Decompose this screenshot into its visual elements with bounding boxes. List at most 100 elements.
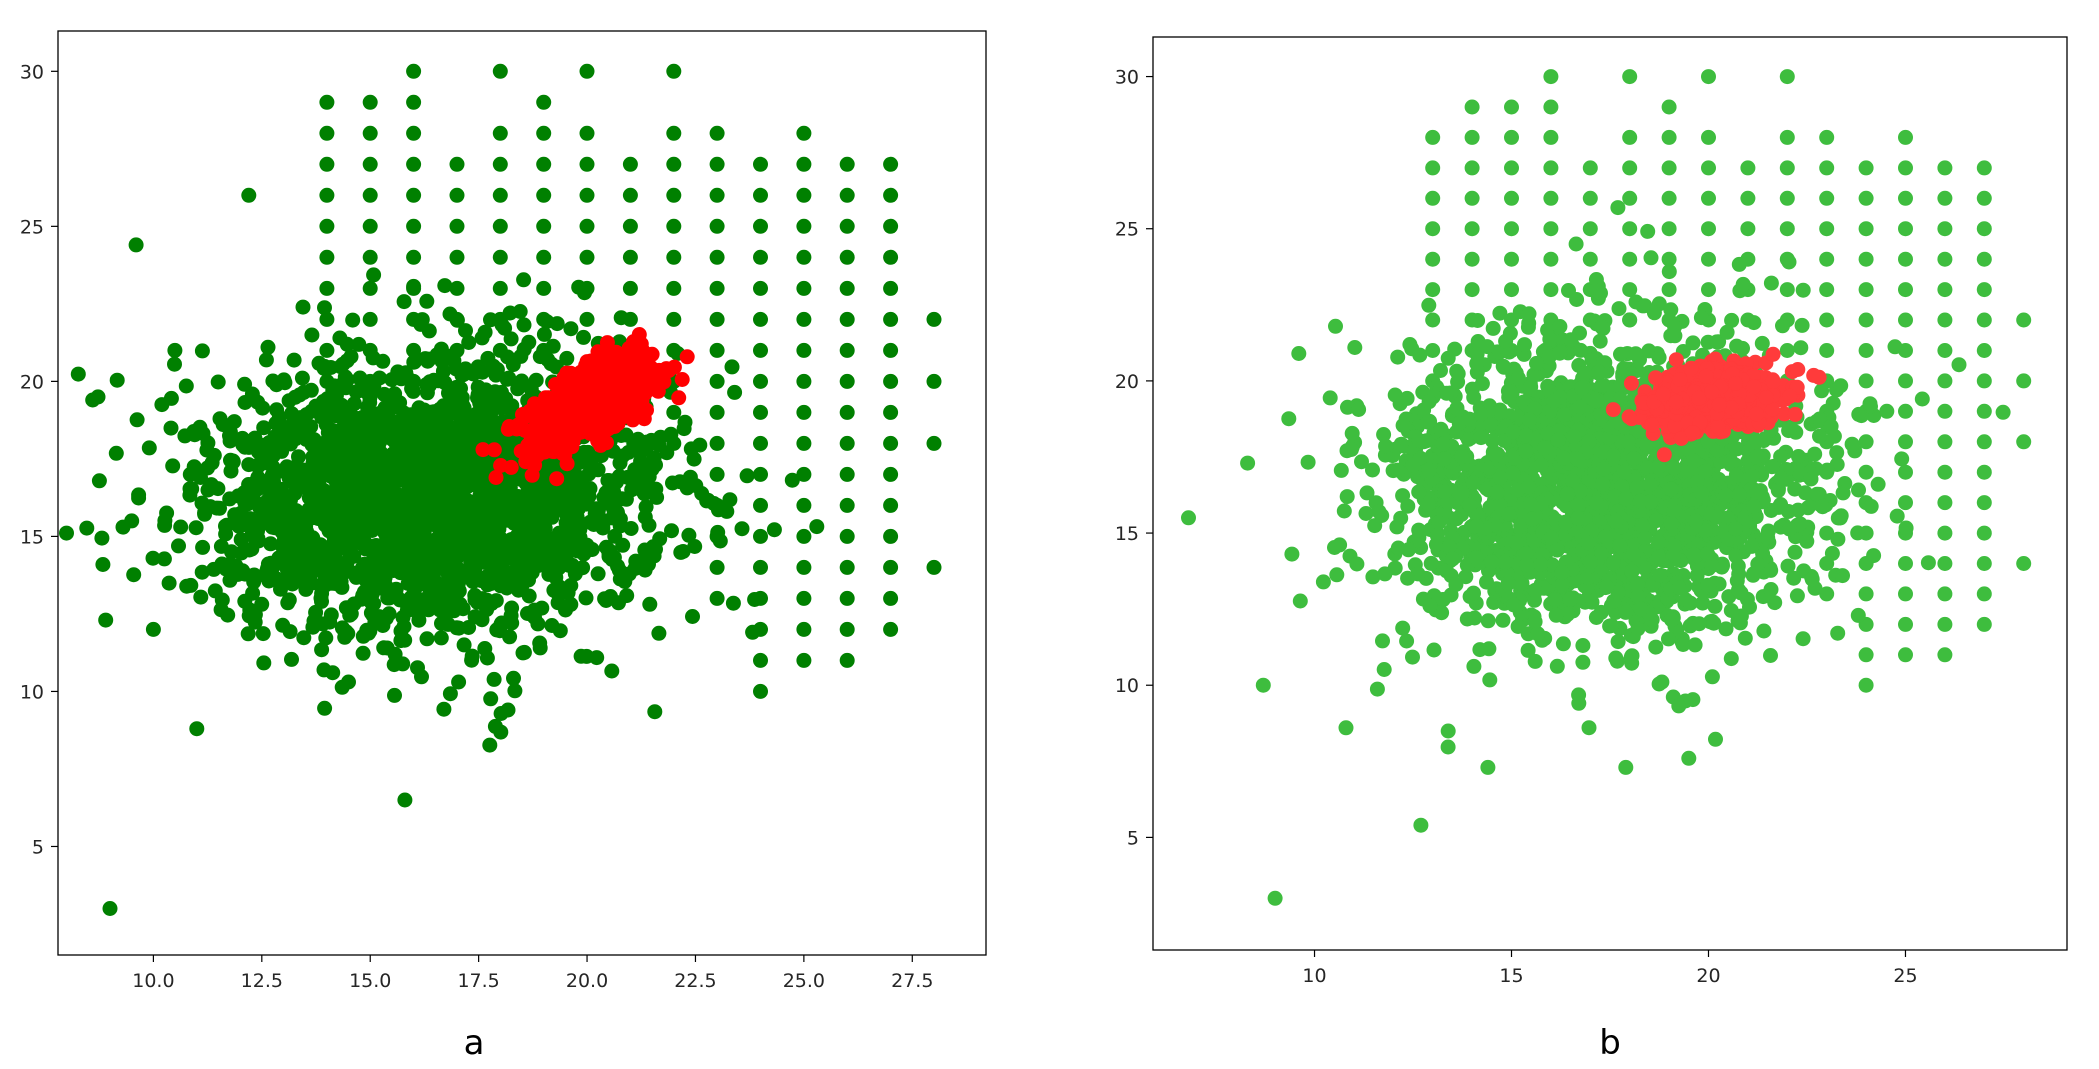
data-point <box>489 622 505 638</box>
data-point <box>1898 312 1913 328</box>
data-point <box>647 704 663 720</box>
data-point <box>839 590 855 606</box>
data-point <box>406 249 422 265</box>
data-point <box>362 280 378 296</box>
data-point <box>1433 363 1448 378</box>
data-point <box>459 431 475 447</box>
data-point <box>1661 99 1677 115</box>
data-point <box>883 621 899 637</box>
data-point <box>451 583 467 599</box>
data-point <box>1339 489 1355 505</box>
data-point <box>212 500 227 516</box>
data-point <box>839 404 855 420</box>
data-point <box>493 706 509 721</box>
highlight-point <box>500 421 516 437</box>
data-point <box>449 218 465 234</box>
data-point <box>709 156 725 172</box>
data-point <box>1504 251 1519 267</box>
data-point <box>1630 589 1646 605</box>
data-point <box>1976 251 1992 267</box>
data-point <box>329 489 345 505</box>
data-point <box>1661 190 1677 206</box>
data-point <box>516 317 532 333</box>
data-point <box>1354 454 1369 470</box>
data-point <box>311 355 327 371</box>
data-point <box>433 437 449 452</box>
data-point <box>839 497 855 513</box>
data-point <box>1411 522 1427 538</box>
data-point <box>590 566 606 582</box>
data-point <box>351 535 367 551</box>
data-point <box>456 637 472 653</box>
data-point <box>173 519 189 535</box>
data-point <box>753 497 768 513</box>
data-point <box>622 187 638 203</box>
data-point <box>1701 251 1716 267</box>
data-point <box>745 624 761 640</box>
data-point <box>474 538 490 554</box>
data-point <box>883 280 899 296</box>
data-point <box>264 501 280 516</box>
data-point <box>558 602 573 618</box>
data-point <box>536 474 552 489</box>
data-point <box>528 372 544 388</box>
data-point <box>796 559 812 575</box>
data-point <box>1937 586 1953 602</box>
data-point <box>1661 160 1677 176</box>
data-point <box>318 630 334 646</box>
data-point <box>1610 634 1626 650</box>
data-point <box>303 566 319 582</box>
data-point <box>497 320 513 336</box>
data-point <box>1648 639 1664 655</box>
data-point <box>371 556 387 572</box>
data-point <box>666 63 682 79</box>
data-point <box>1976 403 1992 419</box>
data-point <box>796 125 812 141</box>
data-point <box>600 495 616 511</box>
data-point <box>926 559 942 575</box>
data-point <box>449 498 465 513</box>
data-point <box>1426 642 1442 658</box>
data-point <box>449 280 465 296</box>
data-point <box>364 447 380 463</box>
data-point <box>641 469 657 485</box>
data-point <box>440 572 456 588</box>
data-point <box>516 272 532 288</box>
data-point <box>724 359 740 375</box>
data-point <box>579 156 595 172</box>
data-point <box>709 342 725 358</box>
highlight-point <box>658 361 674 377</box>
data-point <box>453 417 469 433</box>
data-point <box>766 522 782 538</box>
data-point <box>479 602 495 618</box>
data-point <box>883 187 899 203</box>
data-point <box>348 384 364 400</box>
data-point <box>237 395 253 410</box>
data-point <box>642 596 658 612</box>
data-point <box>1514 575 1530 591</box>
data-point <box>561 499 577 515</box>
data-point <box>315 616 331 632</box>
data-point <box>477 641 493 656</box>
data-point <box>579 218 595 234</box>
data-point <box>256 455 272 471</box>
data-point <box>753 187 768 203</box>
data-point <box>1568 573 1584 589</box>
highlight-point <box>486 442 502 458</box>
data-point <box>109 372 125 388</box>
data-point <box>1695 595 1711 611</box>
data-point <box>222 424 238 440</box>
data-point <box>1448 577 1464 592</box>
data-point <box>348 469 364 485</box>
data-point <box>839 652 855 668</box>
highlight-point <box>475 442 491 458</box>
data-point <box>194 495 210 511</box>
data-point <box>295 299 311 315</box>
data-point <box>1292 593 1308 609</box>
data-point <box>2016 312 2032 328</box>
data-point <box>796 342 812 358</box>
data-point <box>1485 433 1500 449</box>
data-point <box>1284 546 1300 562</box>
data-point <box>1517 337 1532 353</box>
